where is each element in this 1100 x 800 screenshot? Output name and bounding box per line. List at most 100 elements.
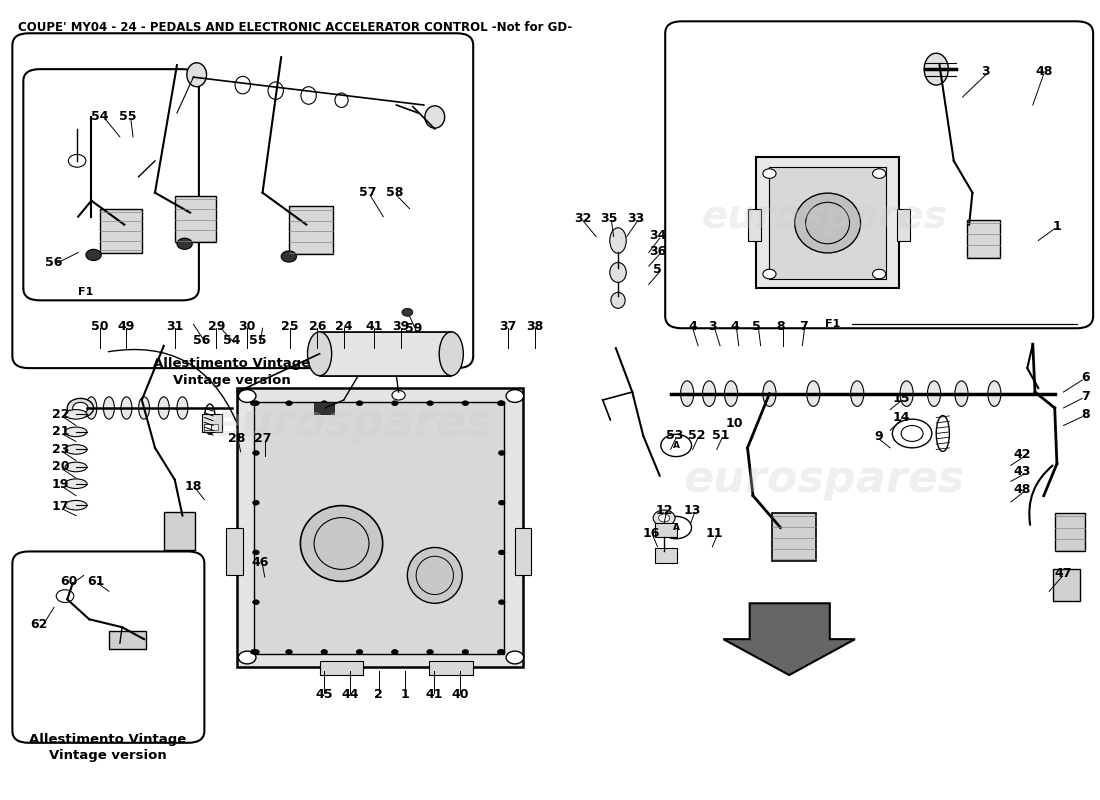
Text: 55: 55 <box>119 110 136 123</box>
Text: 56: 56 <box>45 256 63 270</box>
Circle shape <box>392 650 398 654</box>
Circle shape <box>653 510 675 526</box>
Ellipse shape <box>308 332 332 376</box>
Circle shape <box>253 500 260 505</box>
Text: 12: 12 <box>656 503 673 517</box>
Text: 13: 13 <box>684 503 702 517</box>
Text: 28: 28 <box>228 432 245 445</box>
Text: 51: 51 <box>713 429 730 442</box>
Circle shape <box>239 390 256 402</box>
Text: 1: 1 <box>400 689 409 702</box>
Text: 7: 7 <box>799 320 807 333</box>
Bar <box>205 424 211 430</box>
Text: 39: 39 <box>393 320 409 333</box>
Circle shape <box>321 650 328 654</box>
Circle shape <box>498 550 505 555</box>
Text: 59: 59 <box>405 322 422 334</box>
Text: 57: 57 <box>359 186 376 199</box>
Bar <box>757 157 899 288</box>
Circle shape <box>251 650 257 654</box>
Text: 26: 26 <box>309 320 326 333</box>
Ellipse shape <box>65 410 87 419</box>
Text: 58: 58 <box>385 186 403 199</box>
Text: 16: 16 <box>642 527 660 541</box>
Bar <box>315 402 333 414</box>
Text: 44: 44 <box>342 689 359 702</box>
Text: 46: 46 <box>252 556 270 569</box>
Circle shape <box>321 401 328 406</box>
Text: Allestimento Vintage: Allestimento Vintage <box>153 357 310 370</box>
Bar <box>238 388 522 667</box>
Text: 52: 52 <box>689 429 706 442</box>
Circle shape <box>659 514 670 522</box>
Circle shape <box>253 450 260 455</box>
Ellipse shape <box>806 381 820 406</box>
Circle shape <box>763 270 776 279</box>
Text: 55: 55 <box>250 334 267 346</box>
Bar <box>100 209 142 253</box>
Ellipse shape <box>610 292 625 308</box>
Bar <box>202 414 222 432</box>
Ellipse shape <box>924 54 948 85</box>
Text: 36: 36 <box>649 246 667 258</box>
Ellipse shape <box>65 462 87 472</box>
Circle shape <box>901 426 923 442</box>
Text: F1: F1 <box>825 319 840 330</box>
Circle shape <box>498 450 505 455</box>
Bar <box>175 196 217 242</box>
Circle shape <box>872 270 886 279</box>
Text: 24: 24 <box>336 320 352 333</box>
Circle shape <box>239 651 256 664</box>
Bar <box>769 167 886 279</box>
Circle shape <box>286 650 293 654</box>
Ellipse shape <box>65 501 87 510</box>
Bar <box>289 206 332 254</box>
Ellipse shape <box>65 479 87 489</box>
Text: 6: 6 <box>1081 371 1090 384</box>
Text: 9: 9 <box>874 430 883 443</box>
Text: 3: 3 <box>981 65 990 78</box>
Circle shape <box>506 390 524 402</box>
Ellipse shape <box>187 62 207 86</box>
Bar <box>656 548 678 562</box>
Text: 54: 54 <box>223 334 241 346</box>
Text: 23: 23 <box>52 443 69 456</box>
Ellipse shape <box>681 381 694 406</box>
Circle shape <box>282 251 297 262</box>
Ellipse shape <box>725 381 738 406</box>
Bar <box>748 209 761 241</box>
Circle shape <box>661 434 692 457</box>
Text: eurospares: eurospares <box>212 402 493 446</box>
Text: 2: 2 <box>374 689 383 702</box>
Text: A: A <box>673 441 680 450</box>
Circle shape <box>498 401 505 406</box>
Circle shape <box>73 402 88 414</box>
Ellipse shape <box>65 427 87 437</box>
Bar <box>211 424 218 430</box>
Circle shape <box>253 650 260 654</box>
Ellipse shape <box>609 262 626 282</box>
Text: 42: 42 <box>1013 448 1031 461</box>
Ellipse shape <box>850 381 864 406</box>
Ellipse shape <box>609 228 626 254</box>
Text: 11: 11 <box>706 527 724 541</box>
Circle shape <box>251 401 257 406</box>
Text: 5: 5 <box>653 262 662 276</box>
Ellipse shape <box>86 397 97 419</box>
Text: 56: 56 <box>194 334 211 346</box>
Bar <box>656 522 678 537</box>
Circle shape <box>286 401 293 406</box>
Text: 40: 40 <box>451 689 469 702</box>
Text: 19: 19 <box>52 478 69 491</box>
Bar <box>1053 569 1080 601</box>
Bar <box>1055 514 1086 551</box>
Text: 4: 4 <box>730 320 739 333</box>
Text: 62: 62 <box>30 618 47 631</box>
Bar <box>429 661 473 675</box>
Ellipse shape <box>425 106 444 128</box>
Text: 15: 15 <box>892 392 910 405</box>
Circle shape <box>253 401 260 406</box>
Ellipse shape <box>988 381 1001 406</box>
Text: eurospares: eurospares <box>702 198 947 236</box>
Text: 41: 41 <box>365 320 383 333</box>
